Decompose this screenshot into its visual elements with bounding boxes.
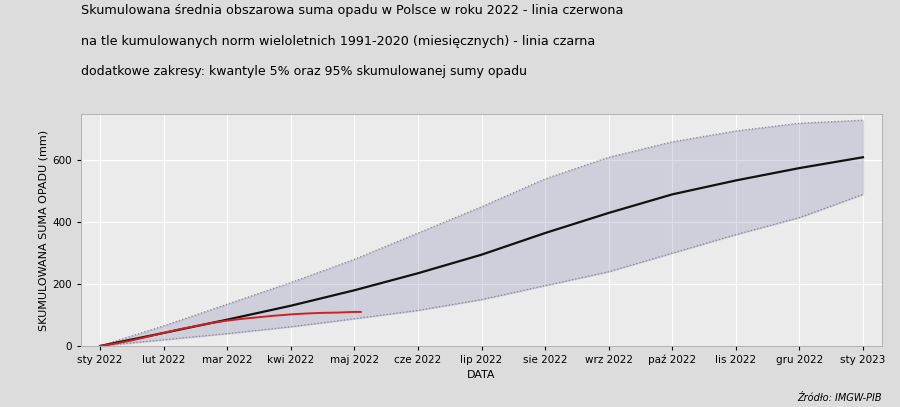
X-axis label: DATA: DATA bbox=[467, 370, 496, 380]
Text: Źródło: IMGW-PIB: Źródło: IMGW-PIB bbox=[797, 393, 882, 403]
Text: dodatkowe zakresy: kwantyle 5% oraz 95% skumulowanej sumy opadu: dodatkowe zakresy: kwantyle 5% oraz 95% … bbox=[81, 65, 527, 78]
Text: Skumulowana średnia obszarowa suma opadu w Polsce w roku 2022 - linia czerwona: Skumulowana średnia obszarowa suma opadu… bbox=[81, 4, 624, 17]
Text: na tle kumulowanych norm wieloletnich 1991-2020 (miesięcznych) - linia czarna: na tle kumulowanych norm wieloletnich 19… bbox=[81, 35, 595, 48]
Y-axis label: SKUMULOWANA SUMA OPADU (mm): SKUMULOWANA SUMA OPADU (mm) bbox=[38, 129, 49, 330]
